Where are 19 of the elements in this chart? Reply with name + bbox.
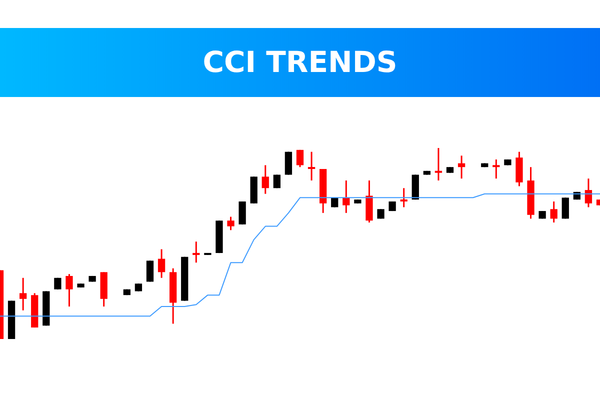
candlestick — [66, 273, 73, 308]
candlestick — [238, 200, 246, 226]
candlestick — [20, 277, 27, 312]
candlestick — [227, 216, 234, 231]
candlestick — [550, 200, 558, 224]
candlestick — [584, 178, 592, 208]
candlestick — [562, 196, 569, 220]
candlestick — [273, 174, 280, 189]
candlestick — [492, 158, 500, 180]
candlestick — [458, 154, 466, 180]
candlestick — [158, 248, 166, 279]
candlestick — [192, 240, 200, 264]
candlestick — [308, 151, 316, 182]
candlestick — [434, 147, 442, 182]
candlestick — [262, 164, 269, 195]
candlestick — [342, 180, 350, 214]
candlestick — [296, 149, 304, 168]
candlestick — [146, 260, 154, 282]
candlestick — [400, 187, 408, 208]
